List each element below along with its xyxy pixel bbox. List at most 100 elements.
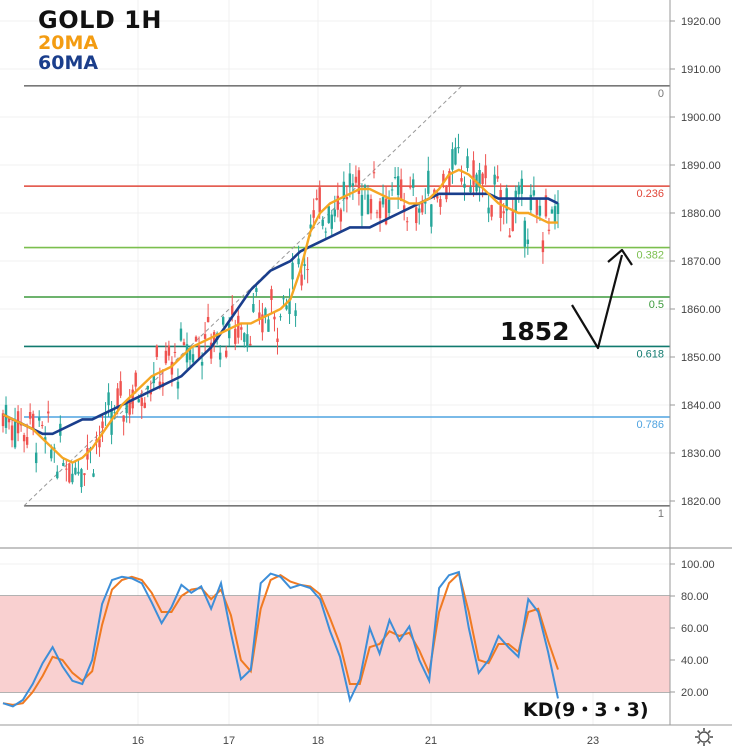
candle-body	[532, 190, 536, 196]
candle-body	[74, 467, 77, 475]
candle-body	[107, 392, 110, 406]
candle-body	[384, 198, 388, 225]
candle-body	[526, 239, 530, 245]
candle-body	[113, 412, 116, 414]
candle-body	[164, 350, 168, 364]
candle-body	[285, 305, 288, 310]
candle-body	[92, 473, 95, 477]
candle-body	[31, 413, 35, 429]
candle-body	[375, 212, 379, 214]
candle-body	[44, 437, 47, 442]
candlesticks	[1, 133, 560, 493]
candle-body	[200, 361, 204, 366]
candle-body	[137, 399, 140, 403]
candle-body	[276, 338, 279, 343]
price-tick-label: 1910.00	[681, 64, 721, 76]
candle-body	[321, 219, 324, 226]
candle-body	[393, 177, 397, 179]
projection-arrow	[571, 248, 633, 350]
candle-body	[34, 452, 38, 464]
candle-body	[303, 264, 306, 266]
candle-body	[478, 169, 481, 188]
candle-body	[460, 178, 463, 182]
candle-body	[342, 181, 346, 199]
candle-body	[424, 201, 427, 204]
candle-body	[421, 201, 424, 213]
candle-body	[529, 194, 533, 211]
candle-body	[514, 190, 517, 213]
main-grid	[0, 0, 670, 547]
price-tick-label: 1890.00	[681, 160, 721, 172]
candle-body	[418, 208, 421, 213]
candle-body	[173, 351, 177, 353]
candle-body	[146, 385, 149, 390]
candle-body	[378, 201, 382, 219]
kd-tick-label: 40.00	[681, 655, 709, 667]
candle-body	[62, 463, 65, 466]
time-tick-label: 18	[312, 735, 324, 747]
candle-body	[176, 381, 180, 389]
fibonacci-labels: 0 0.236 0.382 0.5 0.618 0.786 1	[636, 88, 664, 520]
chart-legend: GOLD 1H 20MA 60MA	[38, 8, 162, 73]
candle-body	[490, 205, 493, 217]
candle-body	[158, 381, 162, 386]
candle-body	[439, 199, 442, 207]
settings-gear-icon[interactable]	[695, 728, 713, 746]
candle-body	[10, 425, 14, 441]
candle-body	[152, 375, 156, 384]
candle-body	[363, 185, 367, 190]
legend-ma60: 60MA	[38, 52, 99, 74]
price-tick-label: 1880.00	[681, 208, 721, 220]
candle-body	[520, 178, 524, 194]
candle-body	[28, 411, 32, 419]
candle-body	[511, 211, 514, 231]
candle-body	[508, 235, 511, 238]
chart-title: GOLD 1H	[38, 6, 162, 34]
legend-ma20: 20MA	[38, 32, 99, 54]
price-tick-label: 1840.00	[681, 400, 721, 412]
candle-body	[101, 421, 104, 429]
candle-body	[56, 471, 59, 479]
candle-body	[155, 345, 159, 357]
candle-body	[221, 317, 225, 325]
time-tick-label: 23	[587, 735, 599, 747]
kd-tick-label: 80.00	[681, 591, 709, 603]
fibonacci-trendline	[23, 85, 463, 507]
price-tick-label: 1870.00	[681, 256, 721, 268]
kd-k-line	[2, 570, 559, 708]
candle-body	[128, 402, 131, 415]
candle-body	[457, 147, 460, 149]
fibonacci-levels	[24, 85, 670, 507]
candle-body	[65, 468, 68, 470]
candle-body	[140, 397, 143, 407]
candle-body	[255, 288, 258, 292]
candle-body	[496, 176, 499, 179]
candle-body	[315, 198, 318, 200]
candle-body	[13, 421, 17, 448]
ma20-line	[2, 168, 558, 464]
candle-body	[80, 469, 83, 488]
kd-d-line	[2, 571, 559, 706]
candle-body	[327, 206, 330, 223]
candle-body	[279, 316, 282, 318]
time-tick-label: 21	[425, 735, 437, 747]
candle-body	[427, 170, 430, 194]
candle-body	[167, 345, 171, 356]
candle-body	[372, 172, 376, 174]
candle-body	[264, 308, 267, 317]
candle-body	[234, 328, 237, 344]
candle-body	[430, 204, 433, 227]
candle-body	[448, 170, 451, 186]
candle-body	[119, 381, 122, 396]
fib-level-label: 1	[658, 508, 664, 520]
candle-body	[354, 176, 358, 183]
candle-body	[535, 199, 539, 215]
candle-body	[339, 209, 343, 222]
candle-body	[412, 179, 415, 188]
kd-tick-label: 20.00	[681, 687, 709, 699]
candle-body	[179, 328, 183, 341]
candle-body	[191, 354, 195, 363]
candle-body	[122, 415, 125, 422]
candle-body	[270, 289, 273, 300]
candle-body	[243, 333, 246, 342]
